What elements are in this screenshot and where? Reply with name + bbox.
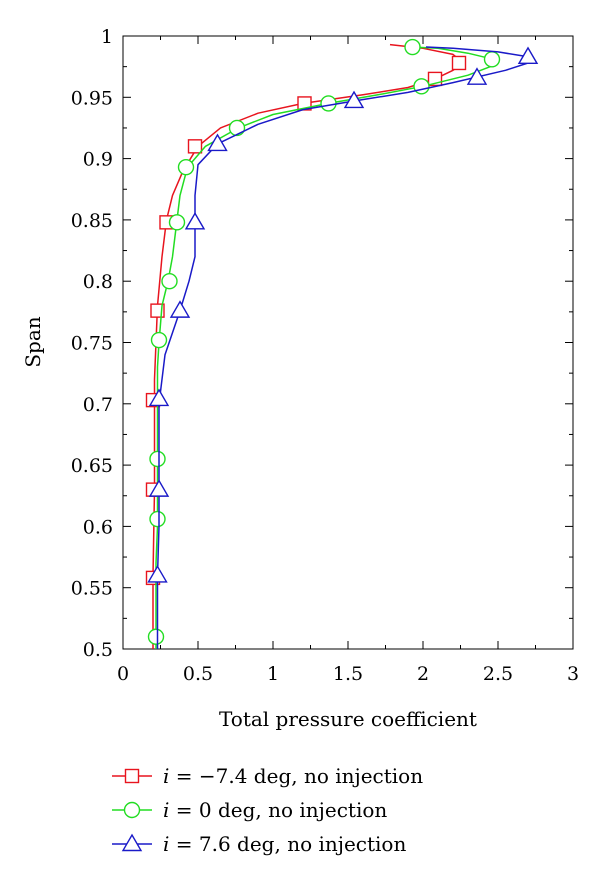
legend-label-text: = −7.4 deg, no injection xyxy=(169,764,423,788)
x-axis: 0 0.5 1 1.5 2 2.5 3 xyxy=(117,36,579,685)
y-tick-label: 0.85 xyxy=(71,210,113,232)
y-tick-label: 0.5 xyxy=(83,639,113,661)
data-point-triangle xyxy=(343,90,365,109)
data-point-triangle xyxy=(517,46,539,65)
legend-marker-triangle xyxy=(121,833,143,852)
legend-entry: i = 0 deg, no injection xyxy=(112,798,387,822)
y-tick-label: 0.75 xyxy=(71,333,113,355)
plot-frame xyxy=(122,35,574,650)
data-point-circle xyxy=(228,119,246,137)
data-point-triangle xyxy=(148,479,170,497)
data-point-square xyxy=(451,55,467,71)
data-point-circle xyxy=(149,450,166,468)
series-line xyxy=(155,46,495,649)
legend-marker-square xyxy=(124,768,140,784)
x-tick-label: 1.5 xyxy=(333,663,363,685)
data-point-circle xyxy=(177,158,195,176)
data-point-triangle xyxy=(147,565,168,583)
x-tick-label: 1 xyxy=(267,663,279,685)
legend-entry: i = 7.6 deg, no injection xyxy=(112,832,406,856)
data-point-circle xyxy=(147,628,165,645)
legend-label-variable: i xyxy=(163,798,169,822)
y-tick-label: 0.8 xyxy=(83,271,113,293)
data-point-circle xyxy=(150,331,168,349)
x-tick-label: 3 xyxy=(567,663,579,685)
x-tick-label: 0 xyxy=(117,663,129,685)
y-tick-label: 0.55 xyxy=(71,578,113,600)
data-point-triangle xyxy=(148,388,170,407)
series-line xyxy=(156,46,529,649)
y-tick-label: 0.6 xyxy=(83,516,113,538)
y-tick-label: 0.65 xyxy=(71,455,113,477)
data-point-triangle xyxy=(466,67,488,85)
data-point-circle xyxy=(413,78,430,95)
series-square xyxy=(145,43,467,649)
series-triangle xyxy=(147,46,539,649)
data-point-triangle xyxy=(184,211,206,230)
data-point-square xyxy=(187,139,203,154)
data-point-circle xyxy=(320,95,337,112)
y-tick-label: 0.9 xyxy=(83,149,113,171)
legend-label-text: = 0 deg, no injection xyxy=(169,798,387,822)
x-axis-title: Total pressure coefficient xyxy=(219,707,477,731)
data-point-triangle xyxy=(169,300,191,318)
y-axis-title: Span xyxy=(21,316,45,367)
data-point-circle xyxy=(404,38,421,56)
y-tick-label: 0.95 xyxy=(71,87,113,109)
legend-label: i = 0 deg, no injection xyxy=(163,798,387,822)
data-point-circle xyxy=(483,51,501,68)
x-tick-label: 2.5 xyxy=(483,663,513,685)
data-point-circle xyxy=(168,214,186,231)
legend-label-variable: i xyxy=(163,764,169,788)
data-point-circle xyxy=(161,273,178,290)
legend-label: i = −7.4 deg, no injection xyxy=(163,764,423,788)
legend-entry: i = −7.4 deg, no injection xyxy=(112,764,423,788)
plot-area xyxy=(145,38,539,649)
legend-label: i = 7.6 deg, no injection xyxy=(163,832,406,856)
y-axis: 0.5 0.55 0.6 0.65 0.7 0.75 0.8 0.85 0.9 0.95 1 xyxy=(71,26,573,661)
series-line xyxy=(152,43,465,649)
legend-marker-circle xyxy=(123,801,141,819)
data-point-triangle xyxy=(207,133,228,152)
x-tick-label: 0.5 xyxy=(183,663,213,685)
x-tick-label: 2 xyxy=(417,663,429,685)
series-circle xyxy=(147,38,501,649)
legend-label-text: = 7.6 deg, no injection xyxy=(169,832,406,856)
legend-label-variable: i xyxy=(163,832,169,856)
data-point-circle xyxy=(149,510,166,528)
y-tick-label: 1 xyxy=(101,26,113,48)
y-tick-label: 0.7 xyxy=(83,394,113,416)
